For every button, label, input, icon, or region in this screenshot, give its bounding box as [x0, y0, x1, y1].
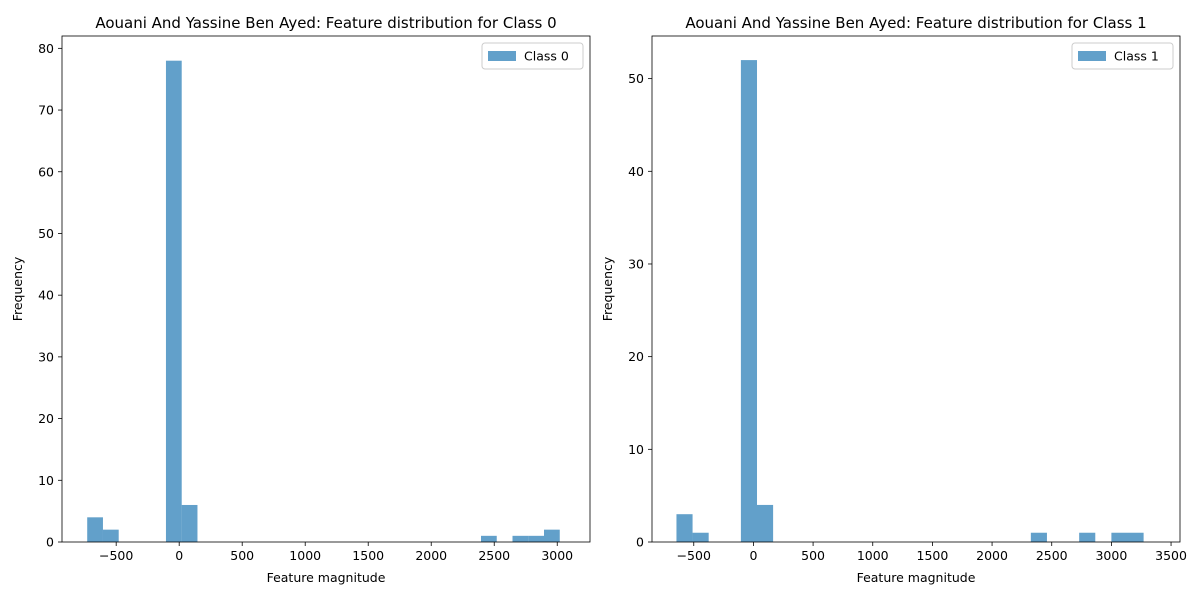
x-tick-label: −500 [677, 548, 711, 563]
chart-title: Aouani And Yassine Ben Ayed: Feature dis… [95, 14, 556, 32]
x-tick-label: 1000 [857, 548, 889, 563]
y-tick-label: 0 [46, 535, 54, 550]
y-tick-label: 50 [628, 71, 644, 86]
x-tick-label: 2000 [415, 548, 447, 563]
x-axis-label: Feature magnitude [857, 570, 976, 585]
y-tick-label: 40 [628, 164, 644, 179]
x-tick-label: 1000 [289, 548, 321, 563]
histogram-bar [757, 504, 774, 542]
x-tick-label: 500 [230, 548, 254, 563]
histogram-bar [544, 529, 560, 542]
y-tick-label: 10 [628, 442, 644, 457]
chart-panel-1: −500 0 500 1000 1500 2000 2500 3000 3500 0 10 20 30 4… [600, 14, 1187, 585]
legend-swatch [488, 51, 516, 61]
x-tick-label: 0 [749, 548, 757, 563]
y-axis-label: Frequency [10, 256, 25, 321]
x-tick-label: 3500 [1155, 548, 1187, 563]
y-tick-label: 10 [38, 473, 54, 488]
histogram-bar [528, 535, 545, 542]
legend-box [481, 42, 584, 70]
x-tick-label: 2500 [478, 548, 510, 563]
y-tick-label: 70 [38, 103, 54, 118]
histogram-bar [512, 535, 529, 542]
x-tick-label: 2000 [976, 548, 1008, 563]
histogram-bar [1111, 532, 1128, 542]
y-tick-label: 30 [628, 256, 644, 271]
y-tick-label: 30 [38, 349, 54, 364]
chart-panel-0: −500 0 500 1000 1500 2000 2500 3000 0 10 20 30 40 50 6… [10, 14, 591, 585]
legend-label: Class 1 [1114, 49, 1159, 64]
y-tick-label: 0 [636, 535, 644, 550]
y-axis-label: Frequency [600, 256, 615, 321]
y-tick-label: 20 [38, 411, 54, 426]
x-tick-label: 1500 [352, 548, 384, 563]
x-tick-label: 3000 [1095, 548, 1127, 563]
histogram-bar [1030, 532, 1047, 542]
histogram-bar [692, 532, 709, 542]
x-tick-label: −500 [99, 548, 133, 563]
x-tick-label: 0 [175, 548, 183, 563]
x-tick-label: 2500 [1036, 548, 1068, 563]
x-tick-label: 3000 [541, 548, 573, 563]
y-tick-label: 40 [38, 288, 54, 303]
y-tick-label: 80 [38, 41, 54, 56]
histogram-bar [87, 517, 103, 542]
legend-box [1071, 42, 1174, 70]
histogram-bar [165, 60, 182, 543]
histogram-bar [740, 60, 758, 542]
y-tick-label: 60 [38, 164, 54, 179]
histogram-bar [480, 535, 497, 542]
legend-swatch [1078, 51, 1106, 61]
histogram-bar [1079, 532, 1096, 542]
histogram-bar [181, 504, 198, 542]
axes-frame [651, 35, 1181, 543]
x-tick-label: 500 [801, 548, 825, 563]
x-axis-label: Feature magnitude [267, 570, 386, 585]
y-tick-label: 20 [628, 349, 644, 364]
histogram-bar [102, 529, 119, 542]
histogram-bar [676, 514, 693, 542]
axes-frame [61, 35, 591, 543]
histogram-bar [1127, 532, 1144, 542]
legend-label: Class 0 [524, 49, 569, 64]
x-tick-label: 1500 [917, 548, 949, 563]
y-tick-label: 50 [38, 226, 54, 241]
chart-title: Aouani And Yassine Ben Ayed: Feature dis… [685, 14, 1146, 32]
